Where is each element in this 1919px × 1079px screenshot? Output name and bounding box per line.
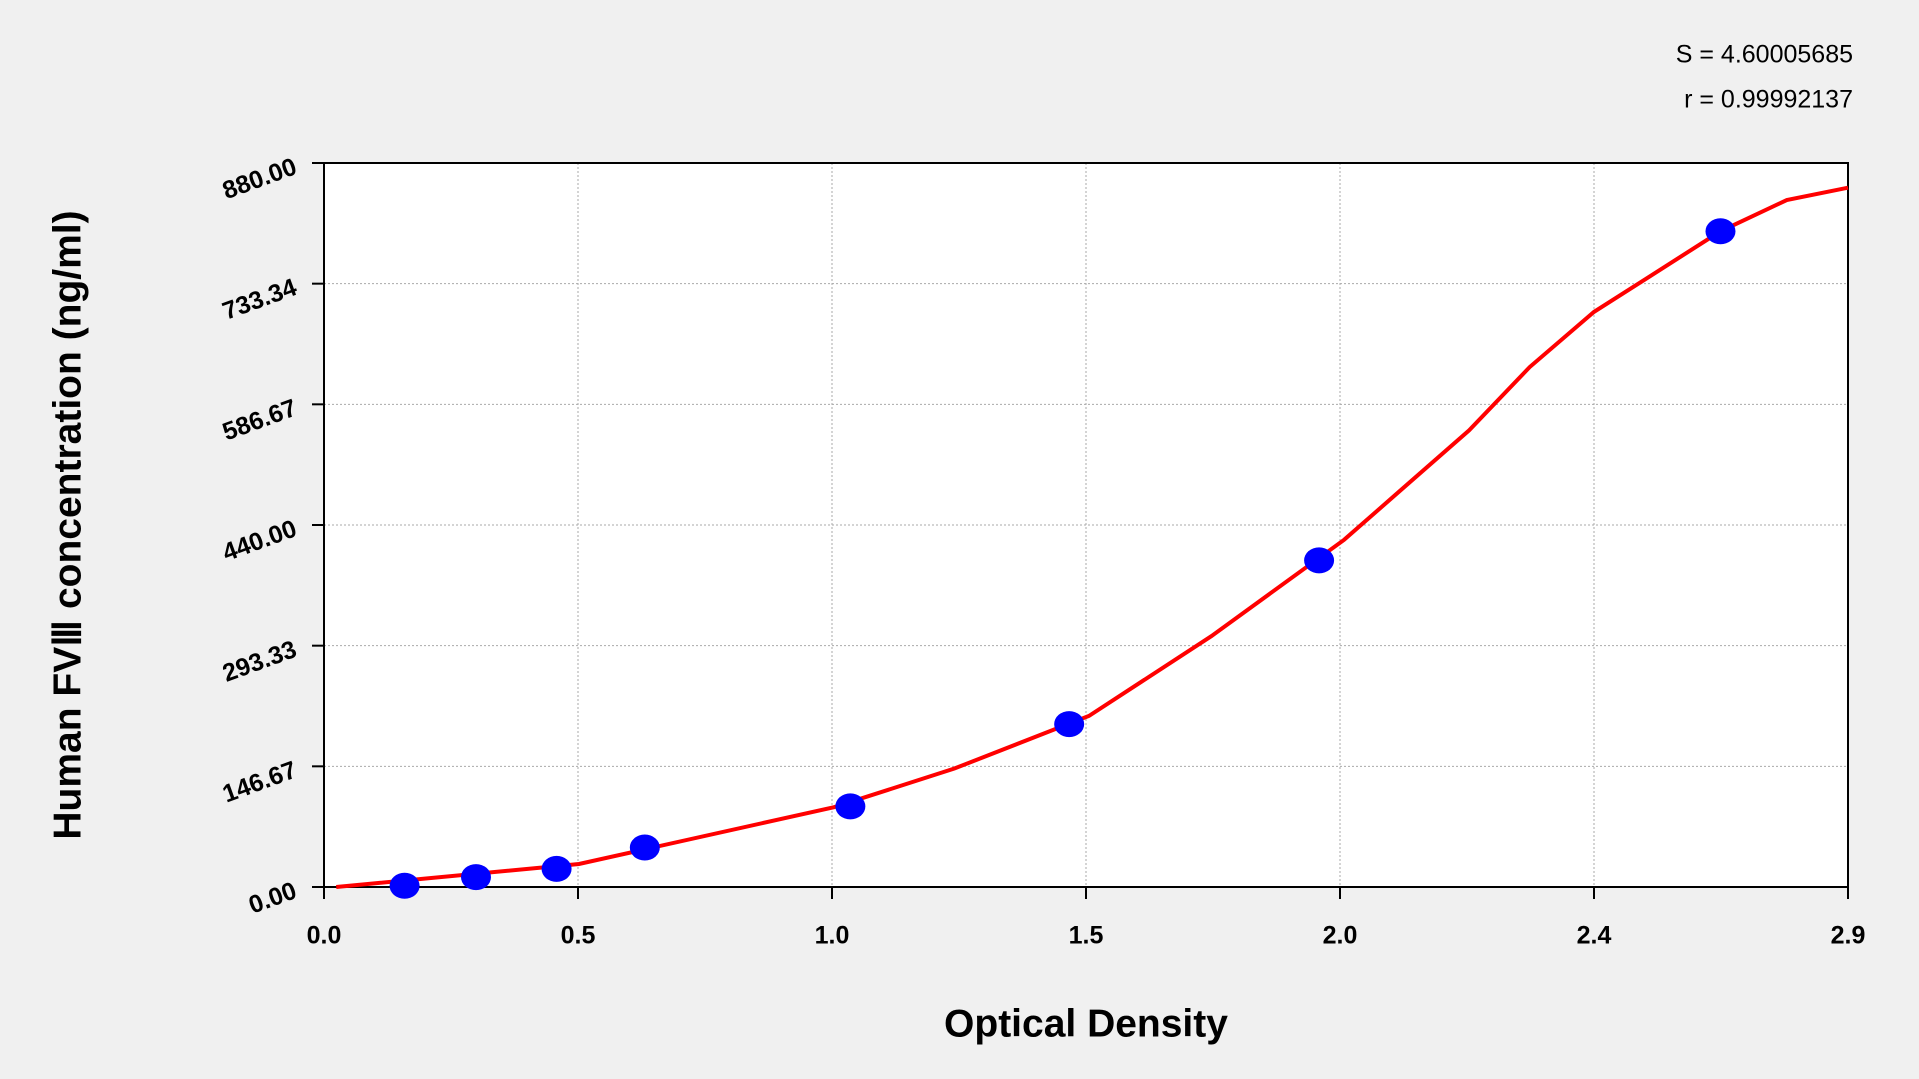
x-tick-label: 2.0 xyxy=(1323,922,1358,950)
annotation: r = 0.99992137 xyxy=(1684,86,1853,114)
data-point xyxy=(460,864,491,891)
y-tick-label: 733.34 xyxy=(219,273,301,325)
x-tick-label: 2.4 xyxy=(1577,922,1612,950)
data-point xyxy=(629,834,660,861)
x-tick-label: 1.0 xyxy=(815,922,850,950)
y-axis-title: Human FVⅢ concentration (ng/ml) xyxy=(46,210,89,839)
y-tick-label: 293.33 xyxy=(219,635,300,687)
y-tick-label: 146.67 xyxy=(219,756,300,808)
data-point xyxy=(835,793,866,820)
x-tick-label: 1.5 xyxy=(1069,922,1104,950)
x-tick-label: 0.0 xyxy=(307,922,342,950)
data-point xyxy=(389,872,420,899)
data-point xyxy=(1304,547,1335,574)
plot-frame xyxy=(323,162,1849,888)
y-tick-label: 586.67 xyxy=(219,394,300,446)
x-axis-title: Optical Density xyxy=(944,1002,1228,1045)
y-tick-label: 0.00 xyxy=(245,877,300,920)
y-tick-label: 440.00 xyxy=(219,515,300,567)
x-tick-label: 2.9 xyxy=(1831,922,1866,950)
x-tick-label: 0.5 xyxy=(561,922,596,950)
data-point xyxy=(1705,218,1736,245)
data-point xyxy=(541,855,572,882)
annotation: S = 4.60005685 xyxy=(1676,41,1853,69)
y-tick-label: 880.00 xyxy=(219,153,300,205)
data-point xyxy=(1054,711,1085,738)
